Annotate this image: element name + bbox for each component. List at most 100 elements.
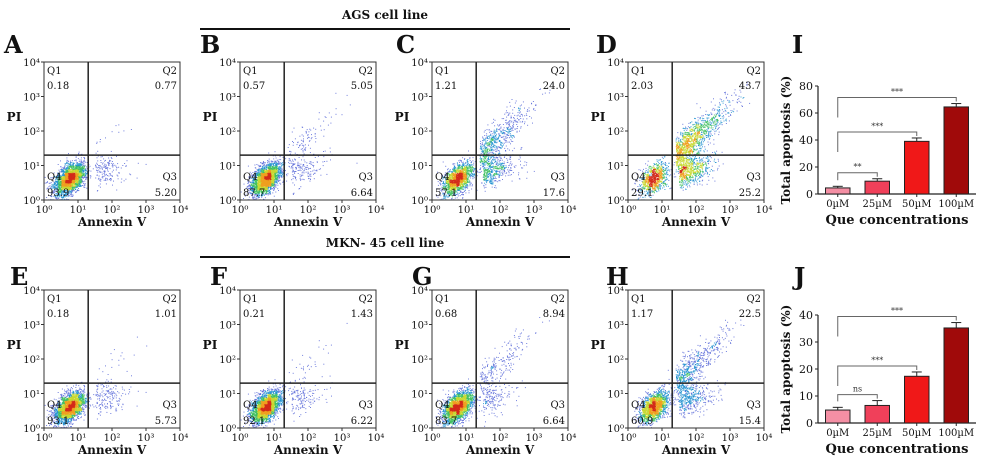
event-point	[99, 170, 101, 172]
event-point	[324, 150, 326, 152]
event-point	[71, 169, 73, 170]
event-point	[54, 194, 56, 196]
event-point	[70, 163, 72, 165]
event-point	[80, 169, 82, 171]
event-point	[305, 147, 307, 149]
event-point	[281, 165, 283, 167]
panel-letter-c: C	[396, 30, 415, 59]
event-point	[256, 169, 258, 170]
event-point	[100, 180, 102, 182]
event-point	[99, 139, 101, 140]
event-point	[117, 163, 119, 165]
event-point	[322, 165, 324, 167]
event-point	[82, 172, 84, 173]
event-point	[75, 173, 77, 175]
event-point	[70, 192, 72, 194]
event-point	[70, 188, 72, 190]
event-point	[52, 179, 54, 181]
event-point	[63, 185, 65, 187]
event-point	[299, 176, 301, 178]
event-point	[267, 160, 269, 161]
event-point	[293, 176, 295, 177]
event-point	[68, 193, 70, 194]
event-point	[64, 188, 66, 190]
event-point	[311, 134, 312, 136]
event-point	[261, 173, 263, 175]
event-point	[66, 157, 68, 159]
event-point	[66, 167, 68, 169]
event-point	[58, 177, 60, 179]
event-point	[62, 170, 64, 172]
event-point	[303, 168, 305, 170]
quadrant-value-q4: 93.9	[47, 188, 69, 199]
event-point	[81, 164, 83, 166]
event-point	[267, 161, 269, 163]
event-point	[100, 156, 102, 158]
event-point	[107, 169, 108, 171]
event-point	[62, 183, 64, 185]
event-point	[76, 181, 78, 183]
event-point	[79, 181, 81, 182]
event-point	[73, 169, 75, 171]
event-point	[71, 188, 73, 190]
event-point	[69, 190, 71, 192]
event-point	[119, 172, 120, 174]
event-point	[277, 179, 279, 181]
event-point	[61, 179, 63, 181]
event-point	[75, 170, 77, 172]
event-point	[71, 172, 73, 174]
event-point	[310, 173, 312, 175]
event-point	[63, 189, 65, 191]
event-point	[72, 176, 74, 178]
quadrant-value-q2: 0.77	[155, 81, 177, 92]
event-point	[258, 168, 260, 170]
event-point	[292, 159, 293, 161]
event-point	[295, 168, 297, 170]
event-point	[107, 170, 109, 172]
event-point	[267, 194, 269, 196]
event-point	[77, 177, 79, 178]
event-point	[59, 174, 61, 176]
event-point	[74, 174, 76, 176]
event-point	[70, 183, 72, 185]
panel-letter-g: G	[412, 262, 433, 291]
panel-letter-b: B	[200, 30, 220, 59]
event-point	[62, 196, 64, 198]
event-point	[73, 186, 74, 188]
event-point	[323, 156, 325, 158]
event-point	[57, 175, 59, 177]
event-point	[126, 160, 128, 162]
event-point	[259, 178, 261, 180]
event-point	[83, 170, 84, 172]
event-point	[118, 131, 120, 133]
event-point	[63, 176, 65, 177]
event-point	[96, 157, 98, 159]
event-point	[58, 187, 60, 189]
event-point	[274, 169, 276, 171]
event-point	[66, 185, 68, 187]
event-point	[101, 166, 103, 168]
event-point	[54, 183, 55, 185]
event-point	[60, 169, 62, 171]
event-point	[298, 147, 300, 148]
event-point	[57, 183, 59, 185]
event-point	[313, 166, 314, 168]
event-point	[67, 174, 69, 176]
event-point	[252, 185, 254, 187]
event-point	[98, 167, 100, 169]
event-point	[82, 174, 84, 176]
event-point	[47, 187, 49, 189]
event-point	[316, 161, 318, 163]
event-point	[74, 168, 76, 170]
event-point	[68, 189, 70, 191]
event-point	[260, 169, 262, 171]
event-point	[64, 173, 66, 175]
event-point	[72, 180, 74, 182]
event-point	[73, 165, 74, 167]
event-point	[77, 172, 79, 174]
event-point	[69, 165, 71, 167]
event-point	[322, 161, 324, 163]
event-point	[79, 163, 81, 165]
event-point	[62, 173, 64, 175]
event-point	[78, 166, 79, 168]
